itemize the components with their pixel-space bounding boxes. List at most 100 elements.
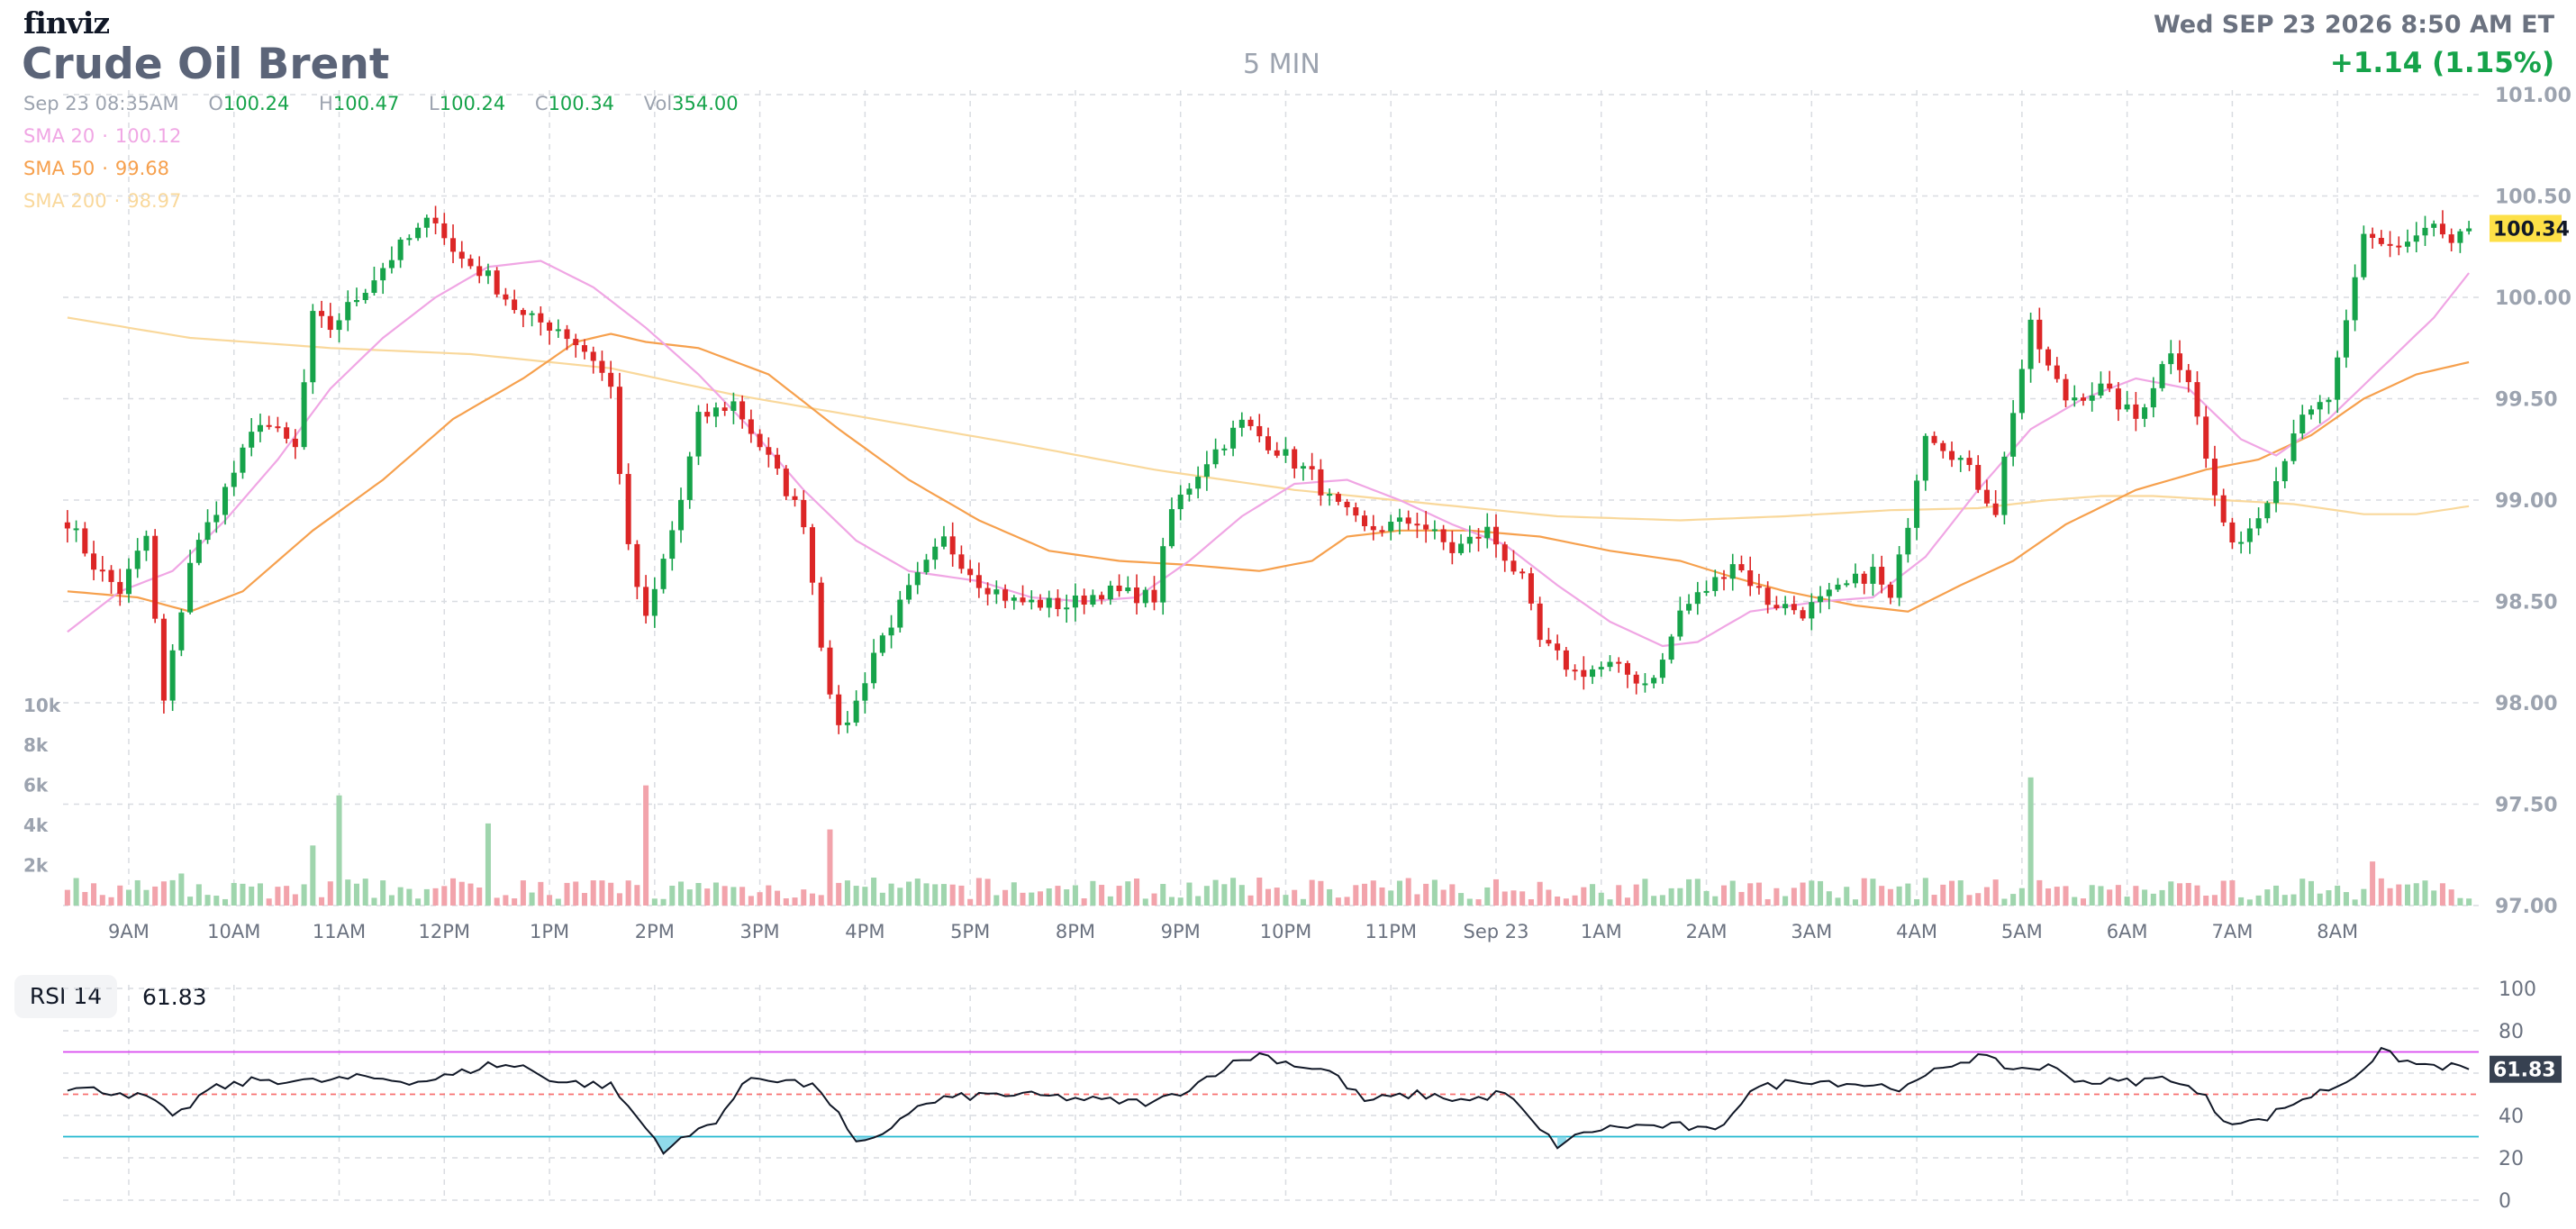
- rsi-tick-label: 0: [2499, 1190, 2511, 1213]
- rsi-indicator-label[interactable]: RSI 14: [14, 975, 117, 1018]
- candle-body: [2361, 233, 2367, 278]
- volume-bar: [160, 881, 167, 906]
- volume-bar: [319, 897, 325, 906]
- volume-bar: [792, 897, 798, 906]
- volume-bar: [2220, 880, 2227, 906]
- candle-body: [73, 528, 79, 531]
- candle-body: [1107, 585, 1113, 600]
- rsi-oversold-fill: [1557, 1136, 1566, 1149]
- candle-body: [362, 293, 368, 301]
- sma200-line: [67, 316, 2470, 522]
- candle-body: [178, 612, 185, 651]
- candle-body: [792, 496, 798, 500]
- volume-bar: [625, 880, 631, 906]
- volume-bar: [2299, 879, 2306, 906]
- candle-body: [686, 456, 693, 500]
- volume-bar: [669, 886, 676, 906]
- volume-bar: [1764, 898, 1771, 906]
- candle-body: [2343, 320, 2349, 358]
- y-tick-label: 101.00: [2495, 85, 2571, 107]
- volume-bar: [1747, 883, 1754, 906]
- candle-body: [2133, 404, 2139, 419]
- candle-body: [160, 618, 167, 701]
- candle-body: [1134, 587, 1140, 604]
- volume-bar: [1388, 890, 1394, 906]
- volume-bar: [257, 883, 263, 906]
- candle-body: [204, 522, 211, 541]
- candle-body: [739, 401, 746, 420]
- volume-bar: [739, 887, 746, 906]
- volume-bar: [1379, 887, 1385, 906]
- timeframe-label[interactable]: 5 MIN: [1243, 49, 1320, 80]
- candle-body: [1475, 536, 1482, 539]
- candle-body: [1992, 503, 1999, 515]
- x-tick-label: 7AM: [2211, 921, 2253, 942]
- candle-body: [406, 238, 413, 241]
- candle-body: [958, 554, 965, 569]
- x-tick-label: 5PM: [950, 921, 990, 942]
- volume-bar: [249, 886, 255, 906]
- candle-body: [2326, 399, 2332, 403]
- sma50-legend[interactable]: SMA 50 · 99.68: [23, 158, 169, 179]
- volume-bar: [897, 888, 903, 906]
- x-tick-label: 11AM: [313, 921, 366, 942]
- candle-body: [1782, 604, 1789, 609]
- volume-bar: [213, 896, 220, 906]
- finviz-logo[interactable]: finviz: [23, 5, 110, 41]
- volume-bar: [512, 898, 518, 906]
- candle-body: [2168, 353, 2174, 365]
- candle-body: [1431, 529, 1438, 532]
- candle-body: [1755, 586, 1762, 588]
- volume-tick-label: 2k: [23, 855, 49, 877]
- volume-bar: [1852, 899, 1858, 906]
- volume-bar: [1966, 895, 1973, 906]
- candle-body: [1694, 592, 1701, 605]
- rsi-line: [67, 1046, 2470, 1155]
- candle-body: [1318, 469, 1324, 496]
- volume-bar: [1659, 895, 1665, 906]
- volume-bar: [547, 895, 553, 906]
- sma200-legend[interactable]: SMA 200 · 98.97: [23, 190, 181, 212]
- volume-bar: [2080, 898, 2086, 906]
- candle-body: [1835, 584, 1841, 590]
- y-tick-label: 97.00: [2495, 896, 2558, 918]
- candle-body: [2194, 382, 2200, 417]
- volume-bar: [1414, 894, 1420, 906]
- volume-bar: [1256, 877, 1263, 906]
- volume-bar: [564, 882, 570, 906]
- volume-bar: [284, 886, 290, 906]
- sma200-value: 98.97: [127, 190, 182, 212]
- volume-bar: [1238, 885, 1245, 906]
- separator-dot: ·: [113, 190, 121, 212]
- volume-bar: [2457, 897, 2463, 906]
- candle-body: [380, 268, 386, 281]
- candle-body: [2238, 542, 2245, 544]
- candle-body: [2255, 518, 2262, 529]
- volume-bar: [651, 898, 658, 906]
- sma20-legend[interactable]: SMA 20 · 100.12: [23, 125, 181, 147]
- volume-bar: [1555, 897, 1561, 906]
- candle-body: [143, 535, 150, 551]
- volume-bar: [2290, 894, 2297, 906]
- candle-body: [1861, 573, 1867, 584]
- candle-body: [2387, 243, 2393, 246]
- candle-body: [1405, 517, 1411, 524]
- candle-body: [2159, 364, 2165, 388]
- candle-body: [1501, 544, 1508, 561]
- volume-bar: [1037, 891, 1044, 906]
- volume-bar: [1318, 880, 1324, 906]
- price-change: +1.14 (1.15%): [2329, 47, 2554, 79]
- volume-bar: [1528, 899, 1534, 906]
- candle-body: [1064, 607, 1070, 610]
- volume-bar: [301, 884, 307, 906]
- volume-bar: [1168, 897, 1175, 906]
- candle-body: [2054, 365, 2060, 379]
- candle-body: [345, 302, 351, 321]
- volume-bar: [1116, 886, 1122, 906]
- candle-body: [2142, 407, 2148, 419]
- candle-body: [1168, 509, 1175, 547]
- volume-bar: [2396, 884, 2402, 906]
- candle-body: [1931, 435, 1937, 443]
- candle-body: [538, 313, 544, 323]
